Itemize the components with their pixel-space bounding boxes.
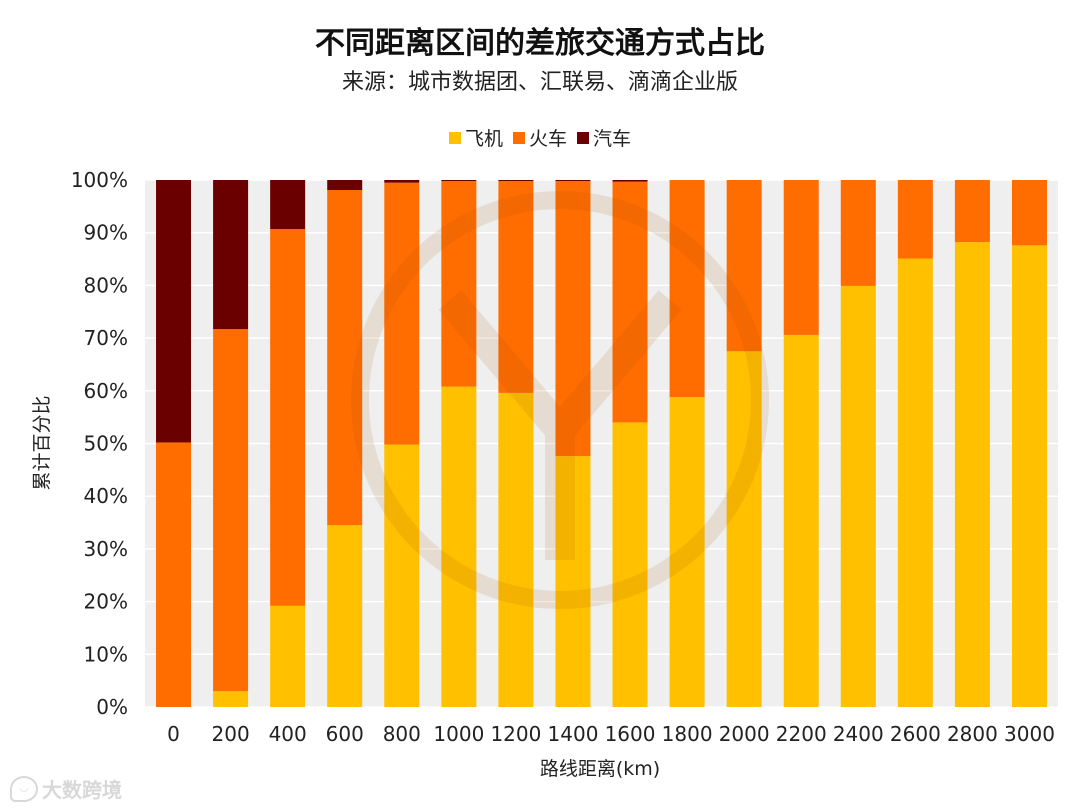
- bar-train-0: [156, 442, 192, 707]
- legend-label-plane: 飞机: [464, 128, 503, 150]
- y-axis-ticks: 0% 10% 20% 30% 40% 50% 60% 70% 80% 90% 100%: [71, 168, 128, 719]
- bar-train-2000: [726, 180, 762, 352]
- bar-train-2600: [897, 180, 933, 259]
- bar-train-1400: [555, 181, 591, 457]
- bar-plane-2200: [783, 334, 819, 707]
- x-tick-label: 400: [269, 722, 307, 746]
- chart-subtitle: 来源：城市数据团、汇联易、滴滴企业版: [341, 70, 738, 95]
- bar-train-2800: [954, 180, 990, 243]
- x-tick-label: 2000: [719, 722, 770, 746]
- legend-item-plane: 飞机: [448, 124, 503, 151]
- legend-swatch-plane: [448, 131, 461, 144]
- bar-plane-1800: [669, 397, 705, 707]
- bar-car-200: [213, 180, 249, 330]
- x-tick-label: 2800: [947, 722, 998, 746]
- y-axis-label: 累计百分比: [31, 395, 53, 490]
- bar-plane-1600: [612, 422, 648, 707]
- chart-title: 不同距离区间的差旅交通方式占比: [315, 26, 765, 61]
- y-tick-label: 30%: [84, 537, 128, 561]
- y-tick-label: 0%: [96, 695, 128, 719]
- bar-plane-200: [213, 691, 249, 707]
- x-tick-label: 0: [167, 722, 180, 746]
- bar-train-1000: [441, 181, 477, 387]
- watermark-logo-icon: ◡: [10, 775, 38, 802]
- x-tick-label: 1000: [433, 722, 484, 746]
- bars: [156, 180, 1047, 707]
- watermark-text: 大数跨境: [42, 778, 122, 802]
- x-tick-label: 2400: [833, 722, 884, 746]
- bar-plane-1400: [555, 456, 591, 707]
- watermark: ◡ 大数跨境: [10, 774, 122, 803]
- legend-swatch-train: [512, 131, 525, 144]
- y-tick-label: 90%: [84, 221, 128, 245]
- bar-train-200: [213, 329, 249, 692]
- x-tick-label: 600: [326, 722, 364, 746]
- bar-train-400: [270, 229, 306, 606]
- bar-plane-1200: [498, 392, 534, 707]
- bar-train-1800: [669, 180, 705, 398]
- bar-car-1400: [555, 180, 591, 182]
- y-tick-label: 70%: [84, 326, 128, 350]
- bar-plane-800: [384, 444, 420, 707]
- bar-train-800: [384, 182, 420, 445]
- y-tick-label: 50%: [84, 432, 128, 456]
- x-tick-label: 1800: [662, 722, 713, 746]
- bar-car-1200: [498, 180, 534, 182]
- bar-plane-3000: [1011, 245, 1047, 707]
- x-tick-label: 3000: [1004, 722, 1055, 746]
- bar-plane-2000: [726, 351, 762, 707]
- bar-car-1600: [612, 180, 648, 182]
- bar-plane-2400: [840, 285, 876, 707]
- x-tick-label: 800: [383, 722, 421, 746]
- y-tick-label: 10%: [84, 642, 128, 666]
- x-tick-label: 1600: [605, 722, 656, 746]
- x-tick-label: 200: [212, 722, 250, 746]
- plot-watermark-logo: [351, 191, 769, 609]
- bar-car-800: [384, 180, 420, 183]
- y-tick-label: 60%: [84, 379, 128, 403]
- legend-item-car: 汽车: [577, 124, 631, 151]
- x-tick-label: 2200: [776, 722, 827, 746]
- legend-item-train: 火车: [512, 124, 567, 151]
- bar-car-0: [156, 180, 192, 443]
- legend: 飞机 火车 汽车: [0, 124, 1080, 151]
- bar-plane-2600: [897, 258, 933, 707]
- y-tick-label: 40%: [84, 484, 128, 508]
- legend-swatch-car: [577, 131, 589, 144]
- bar-train-3000: [1011, 180, 1047, 246]
- bar-train-1600: [612, 181, 648, 423]
- bar-train-1200: [498, 181, 534, 393]
- bar-car-1000: [441, 180, 477, 182]
- x-axis-ticks: 0 200 400 600 800 1000 1200 1400 1600 1800 2000 220…: [167, 722, 1055, 746]
- y-tick-label: 80%: [84, 273, 128, 297]
- y-tick-label: 100%: [71, 168, 128, 192]
- bar-car-400: [270, 180, 306, 230]
- legend-label-car: 汽车: [593, 128, 632, 150]
- bar-train-2400: [840, 180, 876, 286]
- y-tick-label: 20%: [84, 590, 128, 614]
- bar-plane-600: [327, 525, 363, 707]
- bar-plane-2800: [954, 242, 990, 707]
- x-axis-label: 路线距离(km): [540, 758, 660, 780]
- bar-train-2200: [783, 180, 819, 335]
- x-tick-label: 1200: [490, 722, 541, 746]
- x-tick-label: 2600: [890, 722, 941, 746]
- x-tick-label: 1400: [548, 722, 599, 746]
- bar-train-600: [327, 190, 363, 526]
- legend-label-train: 火车: [528, 128, 567, 150]
- bar-plane-400: [270, 605, 306, 707]
- bar-plane-1000: [441, 386, 477, 707]
- bar-car-600: [327, 180, 363, 191]
